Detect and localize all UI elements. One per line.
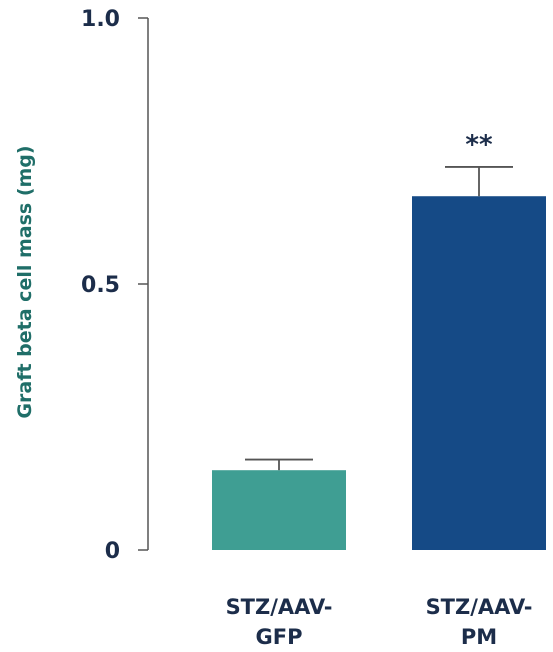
x-tick-label-1-line2: PM xyxy=(461,625,497,649)
bars-group: ** xyxy=(212,130,546,550)
y-tick-label-0: 0 xyxy=(105,539,120,564)
y-tick-label-2: 1.0 xyxy=(81,7,120,32)
x-tick-label-0-line2: GFP xyxy=(256,625,303,649)
y-tick-label-1: 0.5 xyxy=(81,273,120,298)
bar-1 xyxy=(412,196,546,550)
x-tick-label-1-line1: STZ/AAV- xyxy=(426,595,533,619)
x-tick-label-0-line1: STZ/AAV- xyxy=(226,595,333,619)
bar-0 xyxy=(212,470,346,550)
significance-label-1: ** xyxy=(465,130,493,160)
y-axis-label: Graft beta cell mass (mg) xyxy=(14,145,36,418)
y-axis: 0 0.5 1.0 xyxy=(81,7,149,564)
x-axis-labels: STZ/AAV- GFP STZ/AAV- PM xyxy=(226,595,533,649)
